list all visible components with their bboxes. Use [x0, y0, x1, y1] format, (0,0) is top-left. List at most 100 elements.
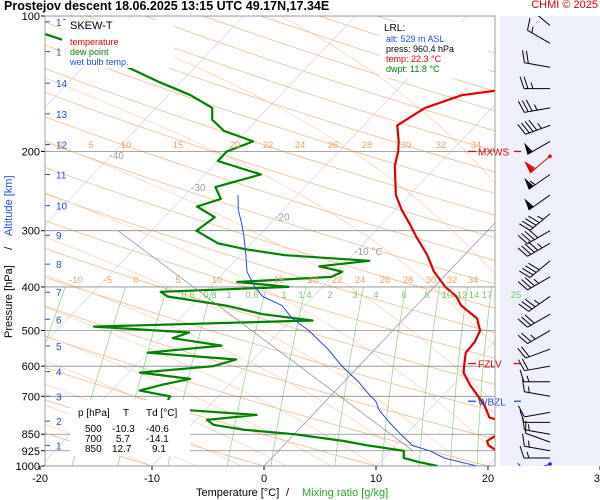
moist-adiabat — [45, 139, 495, 405]
altitude-label: 12 — [56, 141, 68, 152]
adiabat-label: 30 — [401, 140, 412, 151]
wind-barb-staff — [525, 348, 551, 359]
wind-barb — [517, 99, 551, 113]
adiabat-label: 0 — [57, 140, 62, 151]
wind-barb-full — [524, 121, 534, 132]
temperature-label: 0 — [261, 473, 267, 485]
wind-barb-full — [519, 369, 525, 382]
isotherm-label: -10 °C — [354, 247, 382, 258]
wind-barb-full — [523, 76, 529, 89]
wind-barb-full — [519, 76, 525, 89]
wind-barb-half — [531, 26, 534, 33]
wind-barb-half — [526, 451, 530, 459]
pressure-label: 1000 — [16, 461, 40, 473]
wind-barb-staff — [524, 391, 551, 397]
wind-barb-full — [524, 277, 535, 287]
wind-barb-full — [519, 410, 525, 423]
altitude-label: 15 — [56, 48, 68, 59]
wind-barb-staff — [527, 230, 551, 245]
wind-barb-half — [533, 299, 540, 305]
wind-barb — [517, 330, 551, 344]
isotherm — [375, 340, 495, 466]
isotherm — [151, 104, 495, 466]
lrl-altitude: alt: 529 m ASL — [386, 34, 445, 44]
wind-barb-full — [521, 245, 532, 255]
wind-barb-staff — [529, 260, 551, 278]
altitude-label: 6 — [56, 315, 62, 326]
adiabat-label: 26 — [328, 140, 339, 151]
isotherm-label: -40 — [110, 151, 125, 162]
chart-title: Prostejov descent 18.06.2025 13:15 UTC 4… — [4, 0, 330, 13]
wind-barb-full — [525, 218, 537, 226]
wind-barb-staff — [527, 29, 551, 44]
wind-barb-staff — [524, 107, 551, 113]
legend: SKEW-T temperature dew point wet bulb te… — [62, 20, 174, 68]
wind-barb — [519, 445, 550, 459]
pressure-label: 400 — [22, 282, 40, 294]
wind-barb — [524, 154, 552, 174]
dry-adiabat — [45, 91, 495, 238]
x-axis-label-mixing: Mixing ratio [g/kg] — [302, 487, 388, 499]
adiabat-label: 26 — [380, 275, 391, 286]
altitude-label: 7 — [56, 288, 62, 299]
mixing-ratio-label: 4 — [373, 290, 378, 301]
y-axis-label-separator: / — [3, 241, 15, 256]
mixing-ratio-label: 25 — [511, 290, 522, 301]
altitude-label: 1 — [56, 441, 62, 452]
level-table-cell: 850 — [85, 444, 102, 455]
x-axis-label-separator: / — [283, 487, 292, 499]
pressure-label: 925 — [22, 446, 40, 458]
wind-barb — [526, 17, 551, 44]
wind-barb-full — [528, 228, 539, 239]
wind-barb — [522, 379, 551, 397]
pressure-label: 100 — [22, 11, 40, 23]
adiabat-label: 22 — [332, 275, 343, 286]
wind-barb-staff — [524, 445, 551, 452]
lrl-heading: LRL: — [384, 23, 405, 34]
wind-barb-full — [524, 161, 536, 169]
pressure-label: 850 — [22, 429, 40, 441]
wind-barb-full — [517, 347, 526, 359]
wind-barb-staff — [527, 276, 551, 291]
adiabat-label: 30 — [426, 275, 437, 286]
wind-barb — [522, 50, 551, 68]
wind-barb-full — [517, 101, 525, 113]
isotherm-label: -30 — [191, 183, 206, 194]
mixing-ratio-label: 1 — [226, 290, 231, 301]
wind-barb-full — [521, 122, 530, 134]
level-table-cell: 700 — [85, 434, 102, 445]
altitude-label: 2 — [56, 417, 62, 428]
adiabat-label: 15 — [274, 275, 285, 286]
wind-barb-full — [528, 119, 538, 131]
wind-barb-staff — [529, 213, 551, 231]
wind-barb-dot — [548, 154, 552, 159]
guide-line — [117, 230, 414, 452]
temperature-label: -20 — [32, 473, 48, 485]
altitude-label: 13 — [56, 110, 68, 121]
adiabat-label: 22 — [263, 140, 274, 151]
wind-barb-full — [525, 99, 533, 112]
wind-barb-full — [519, 445, 525, 459]
wind-barb — [517, 228, 551, 245]
dry-adiabat — [45, 220, 495, 359]
wind-barb-full — [521, 301, 533, 310]
legend-wetbulb: wet bulb temp. — [69, 57, 129, 67]
pressure-label: 600 — [22, 361, 40, 373]
isotherm — [45, 16, 132, 108]
mixing-ratio-label: 6 — [401, 290, 406, 301]
wind-barb — [529, 16, 551, 26]
wind-barb-full — [522, 379, 525, 392]
wind-barb-full — [522, 220, 534, 229]
wind-barb — [518, 296, 551, 312]
wind-barb-staff — [528, 174, 551, 190]
isotherm — [45, 16, 356, 344]
altitude-label: 16 — [56, 18, 68, 29]
wind-barb-pennant — [524, 177, 534, 190]
lrl-box: LRL: alt: 529 m ASL press: 960.4 hPa tem… — [380, 22, 488, 78]
wind-barb — [517, 313, 551, 328]
mixing-ratio-label: 0.6 — [245, 290, 258, 301]
wind-barb-full — [517, 462, 526, 466]
wind-barb-full — [517, 247, 528, 257]
wind-barb-full — [524, 243, 535, 253]
